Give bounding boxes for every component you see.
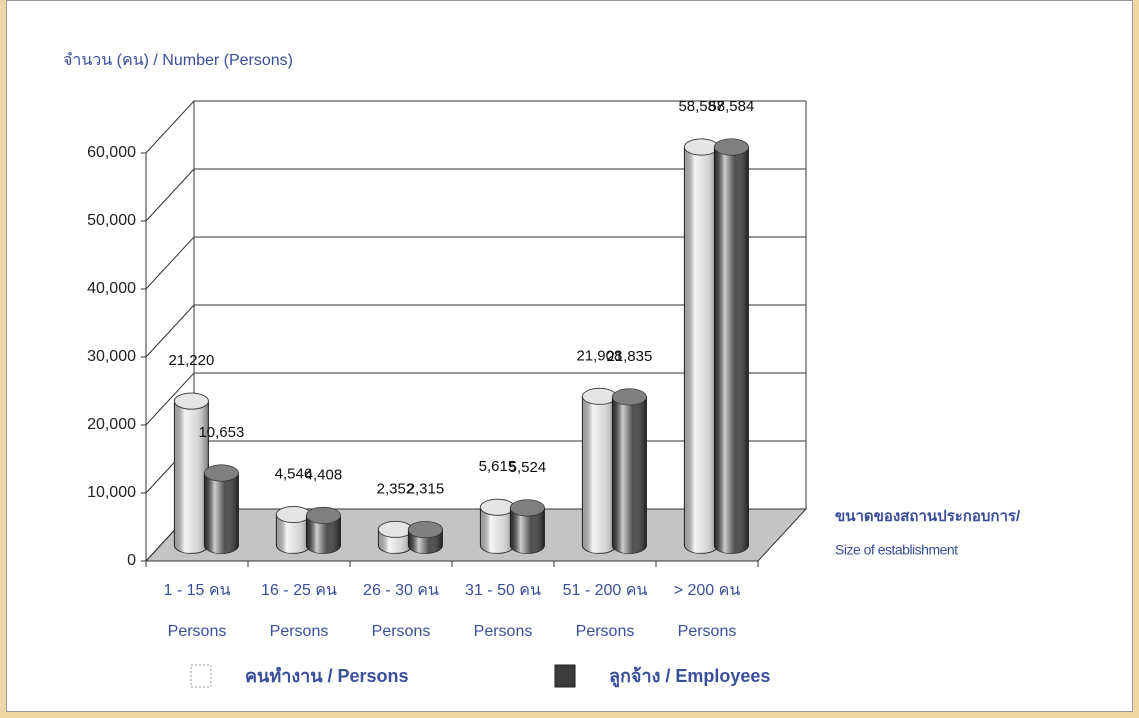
x-tick-label: 16 - 25 คน [261,582,337,599]
cylinder [203,464,239,554]
cylinder [275,505,311,554]
x-tick-label: 1 - 15 คน [164,582,231,599]
legend-swatch [190,664,212,688]
cylinder-top-shade [204,464,239,481]
y-axis-title: จำนวน (คน) / Number (Persons) [63,52,293,69]
cylinder-shade [582,396,617,554]
cylinder-top [407,521,443,539]
x-tick-label: 31 - 50 คน [465,582,541,599]
cylinder-top [203,464,239,482]
cylinder-shade [480,507,515,554]
y-tick-label: 50,000 [87,212,136,229]
cylinder-top-shade [480,499,515,516]
cylinder-top-shade [510,499,545,516]
cylinder-shade [306,515,341,554]
cylinder [683,138,719,554]
y-tick-label: 0 [127,552,136,569]
y-tick-label: 20,000 [87,416,136,433]
grid-line [145,236,195,290]
legend-label: คนทำงาน / Persons [245,666,409,686]
y-tick-label: 40,000 [87,280,136,297]
x-tick-label: Persons [576,623,635,640]
cylinder [479,498,515,554]
x-tick-label: Persons [474,623,533,640]
grid-line [145,304,195,358]
cylinder-shade [612,396,647,554]
cylinder [305,506,341,554]
y-tick-label: 10,000 [87,484,136,501]
x-tick-label: 26 - 30 คน [363,582,439,599]
x-axis-title: Size of establishment [835,542,958,558]
value-label: 2,352 [377,480,415,497]
cylinder-shade [204,472,239,554]
cylinder [713,138,749,554]
cylinder [509,499,545,554]
cylinder-top [611,388,647,406]
cylinder-shade [510,507,545,554]
legend-label: ลูกจ้าง / Employees [609,666,770,688]
cylinder-shade [684,147,719,554]
x-tick-label: Persons [372,623,431,640]
cylinder [581,387,617,554]
chart: จำนวน (คน) / Number (Persons) ขนาดของสถา… [63,52,1021,688]
grid-line [145,372,195,426]
y-tick-label: 60,000 [87,144,136,161]
cylinder [611,388,647,554]
value-label: 21,908 [576,347,622,364]
value-label: 58,584 [708,98,754,115]
cylinder-top-shade [612,388,647,405]
cylinder-top-shade [276,506,311,523]
cylinder-top-shade [714,139,749,156]
x-tick-label: Persons [678,623,737,640]
value-label: 21,220 [168,352,214,369]
cylinder [377,520,413,554]
cylinder-top-shade [582,388,617,405]
grid-line [145,100,195,154]
value-label: 58,587 [678,98,724,115]
panel: จำนวน (คน) / Number (Persons) ขนาดของสถา… [6,0,1133,712]
value-label: 5,524 [509,459,547,476]
x-tick-label: Persons [168,623,227,640]
x-tick-label: 51 - 200 คน [563,582,648,599]
value-label: 10,653 [198,424,244,441]
cylinder-top-shade [684,139,719,156]
cylinder-top [509,499,545,517]
value-label: 5,615 [479,458,517,475]
cylinder [407,521,443,554]
cylinder-top [173,392,209,410]
value-label: 4,546 [275,465,313,482]
legend-swatch [554,664,576,688]
cylinder-shade [276,514,311,554]
value-label: 2,315 [407,481,445,498]
x-axis-title: ขนาดของสถานประกอบการ/ [835,508,1021,525]
cylinder-top-shade [306,507,341,524]
y-tick-label: 30,000 [87,348,136,365]
cylinder-top-shade [408,521,443,538]
cylinder-top-shade [174,393,209,410]
x-tick-label: > 200 คน [674,582,741,599]
cylinder-top [713,138,749,156]
x-tick-label: Persons [270,623,329,640]
cylinder-shade [714,147,749,554]
cylinder [173,392,209,554]
cylinder-top-shade [378,521,413,538]
value-label: 4,408 [305,466,343,483]
cylinder-shade [174,401,209,554]
grid-line [145,168,195,222]
cylinder-top [305,506,341,524]
value-label: 21,835 [606,348,652,365]
